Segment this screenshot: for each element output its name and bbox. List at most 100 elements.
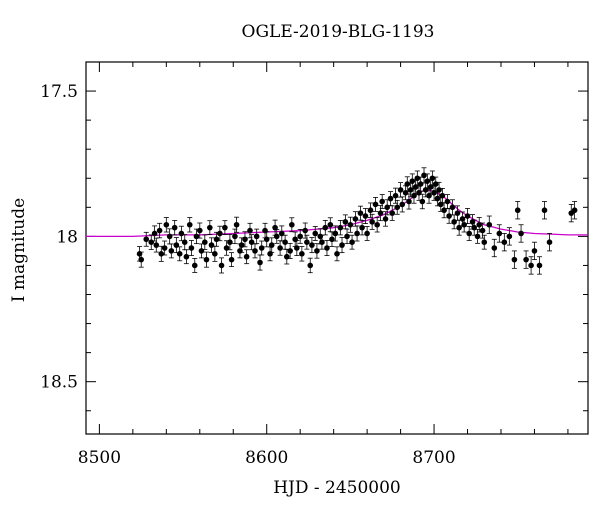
data-point [297,228,303,244]
data-point [491,238,498,258]
data-point [196,222,203,239]
data-point [334,246,340,262]
data-marker [354,230,360,237]
data-point [337,219,344,236]
data-point [531,241,538,261]
data-point [208,237,215,253]
data-point [233,216,240,233]
data-point [294,240,300,256]
data-marker [511,256,518,263]
data-marker [161,245,168,251]
data-marker [242,236,248,243]
data-point [347,216,354,233]
data-point [287,242,293,259]
data-point [198,243,205,259]
data-marker [342,219,349,225]
data-marker [344,233,350,240]
data-marker [213,236,220,243]
data-point [289,217,295,233]
data-marker [253,233,260,240]
data-point [156,222,163,239]
data-point [312,226,319,241]
data-marker [222,224,228,231]
data-point [546,233,553,252]
data-marker [176,251,183,257]
data-marker [506,233,513,240]
data-marker [414,175,421,182]
data-marker [322,224,329,231]
data-marker [362,213,369,219]
data-marker [188,245,195,251]
data-marker [252,248,258,254]
data-marker [571,207,578,214]
x-tick-label: 8500 [78,448,121,468]
data-point [486,215,493,234]
data-marker [364,230,370,237]
data-marker [233,221,240,228]
data-point [456,219,462,236]
data-point [446,208,452,224]
data-marker [227,239,233,245]
data-marker [496,230,503,237]
data-marker [153,242,160,248]
data-marker [158,251,165,257]
data-point [362,208,369,224]
data-marker [287,248,293,254]
data-point [207,220,213,236]
data-point [257,254,263,271]
data-marker [208,242,215,248]
x-tick-label: 8700 [412,448,455,468]
data-marker [332,230,339,237]
data-point [357,205,364,221]
data-point [466,226,472,241]
data-marker [444,198,451,205]
data-marker [166,233,173,240]
data-marker [481,239,488,245]
data-marker [163,221,170,228]
data-marker [367,207,374,214]
data-marker [349,239,355,245]
data-marker [491,245,498,251]
data-marker [319,239,325,245]
data-point [222,220,228,236]
data-point [258,240,265,256]
data-point [528,256,534,275]
data-marker [531,248,538,254]
data-marker [312,230,319,237]
data-point [252,243,258,259]
data-marker [417,181,424,187]
data-point [322,219,329,236]
data-marker [474,233,481,240]
data-marker [156,227,163,234]
data-marker [198,248,205,254]
data-point [511,250,518,269]
data-marker [282,239,288,245]
data-point [309,237,315,254]
data-point [278,225,285,242]
data-marker [439,192,446,199]
data-marker [446,213,452,219]
data-point [364,226,370,241]
tick-labels: 8500 8600 8700 17.5 18 18.5 [40,82,456,468]
data-point [369,213,375,230]
data-marker [339,242,345,248]
data-marker [327,221,334,228]
data-point [307,257,314,274]
chart-title: OGLE-2019-BLG-1193 [241,22,435,42]
data-marker [143,236,150,243]
data-point [506,227,513,246]
data-marker [181,239,188,245]
data-point [183,249,190,265]
data-point [324,240,330,256]
data-marker [382,216,389,222]
data-marker [207,224,213,231]
data-point [227,234,233,251]
data-marker [277,245,283,251]
data-point [166,228,173,245]
data-marker [352,216,359,222]
data-point [268,237,275,253]
data-marker [486,221,493,228]
data-point [389,205,396,221]
data-marker [138,256,145,263]
